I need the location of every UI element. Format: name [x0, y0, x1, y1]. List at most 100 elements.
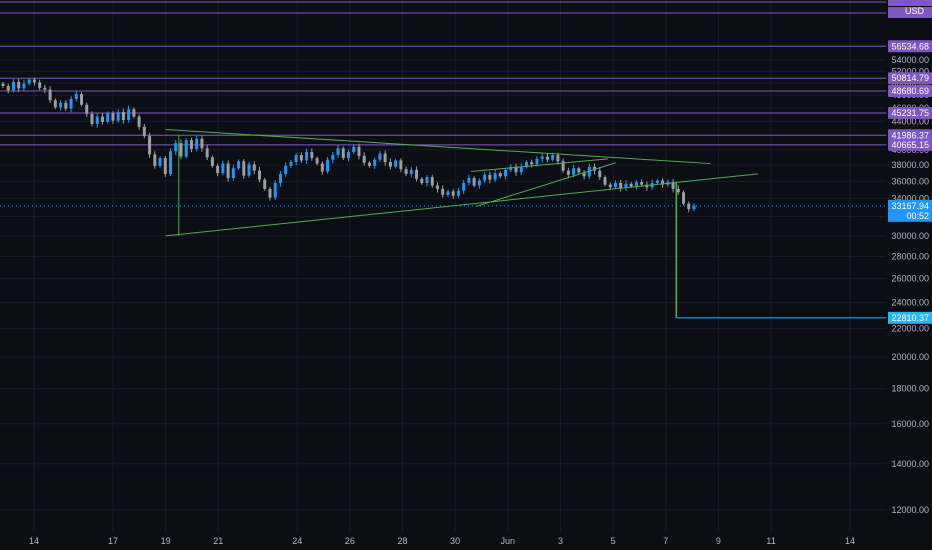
candle-body [556, 155, 560, 162]
trendline-drawings[interactable] [165, 129, 886, 319]
candle-body [268, 188, 272, 198]
candle-body [59, 102, 63, 108]
candle-body [121, 111, 125, 120]
time-axis: 14 17 19 21 24 26 28 30 Jun 3 5 7 9 11 14 [29, 536, 855, 546]
candle-body [179, 143, 183, 157]
candle-body [210, 157, 214, 166]
candle-body [682, 192, 686, 204]
x-tick-label: 14 [29, 536, 39, 546]
trendline[interactable] [165, 173, 758, 237]
candle-body [671, 182, 675, 189]
candle-body [1, 83, 5, 87]
horizontal-levels[interactable] [0, 1, 886, 207]
candle-body [163, 158, 167, 174]
candle-body [498, 173, 502, 177]
level-badge [888, 0, 932, 6]
candle-body [692, 205, 696, 210]
level-badge [888, 72, 932, 85]
candle-body [446, 191, 450, 195]
candle-body [17, 81, 21, 89]
candle-body [566, 170, 570, 175]
candle-body [289, 162, 293, 166]
candle-body [80, 93, 84, 105]
candle-body [299, 155, 303, 161]
candle-body [357, 146, 361, 156]
candle-body [116, 111, 120, 121]
candle-body [488, 174, 492, 180]
candle-body [252, 164, 256, 171]
candle-body [43, 87, 47, 90]
candle-body [388, 162, 392, 167]
x-tick-label: 9 [716, 536, 721, 546]
candle-body [404, 169, 408, 174]
candle-body [158, 158, 162, 166]
candle-body [394, 160, 398, 167]
candle-body [100, 116, 104, 122]
trendline[interactable] [476, 162, 616, 207]
candle-body [634, 182, 638, 187]
y-tick-label: 24000.00 [891, 298, 929, 308]
candle-body [640, 182, 644, 185]
candle-body [467, 178, 471, 183]
candle-body [603, 177, 607, 185]
y-tick-label: 36000.00 [891, 176, 929, 186]
level-badge [888, 85, 932, 98]
trendline[interactable] [165, 129, 711, 165]
level-badge [888, 138, 932, 151]
candle-body [561, 161, 565, 171]
candle-body [441, 188, 445, 195]
y-tick-label: 12000.00 [891, 505, 929, 515]
candle-body [90, 113, 94, 125]
y-tick-label: 30000.00 [891, 231, 929, 241]
level-badge-label: 50814.79 [891, 73, 929, 83]
level-badge [888, 107, 932, 120]
grid-lines [0, 0, 886, 532]
y-tick-label: 38000.00 [891, 160, 929, 170]
candles [1, 77, 696, 213]
trendline[interactable] [470, 158, 608, 172]
candle-body [551, 155, 555, 160]
level-badge [888, 129, 932, 142]
candle-body [195, 138, 199, 150]
candle-body [153, 154, 157, 166]
level-badge-label: 45231.75 [891, 108, 929, 118]
candle-body [373, 159, 377, 166]
y-tick-label: 20000.00 [891, 352, 929, 362]
candle-body [331, 155, 335, 160]
candle-body [420, 178, 424, 183]
y-tick-label: 22000.00 [891, 324, 929, 334]
x-tick-label: 30 [450, 536, 460, 546]
candle-body [305, 152, 309, 161]
candle-body [315, 158, 319, 164]
candle-body [38, 82, 42, 88]
candle-body [687, 203, 691, 210]
y-tick-label: 54000.00 [891, 55, 929, 65]
candle-body [189, 140, 193, 150]
candle-body [545, 156, 549, 160]
candle-body [415, 169, 419, 179]
candle-body [598, 170, 602, 178]
candle-body [341, 148, 345, 159]
candle-body [27, 79, 31, 84]
candle-body [132, 109, 136, 117]
candle-body [85, 104, 89, 114]
candle-body [362, 155, 366, 163]
candle-body [582, 172, 586, 177]
current-price-badge [888, 199, 932, 222]
candle-body [336, 148, 340, 156]
candle-body [409, 169, 413, 174]
candle-body [577, 168, 581, 173]
candle-body [127, 109, 131, 120]
candle-body [237, 161, 241, 169]
candle-body [608, 184, 612, 188]
level-badge-label: 56534.68 [891, 41, 929, 51]
x-tick-label: 19 [161, 536, 171, 546]
candle-body [263, 179, 267, 189]
candle-body [310, 152, 314, 159]
candle-body [483, 174, 487, 181]
candle-body [294, 155, 298, 163]
candle-body [472, 178, 476, 186]
time-axis-panel[interactable] [0, 532, 932, 550]
